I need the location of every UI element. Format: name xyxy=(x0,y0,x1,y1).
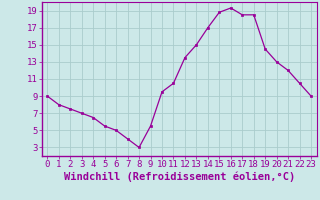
X-axis label: Windchill (Refroidissement éolien,°C): Windchill (Refroidissement éolien,°C) xyxy=(64,172,295,182)
